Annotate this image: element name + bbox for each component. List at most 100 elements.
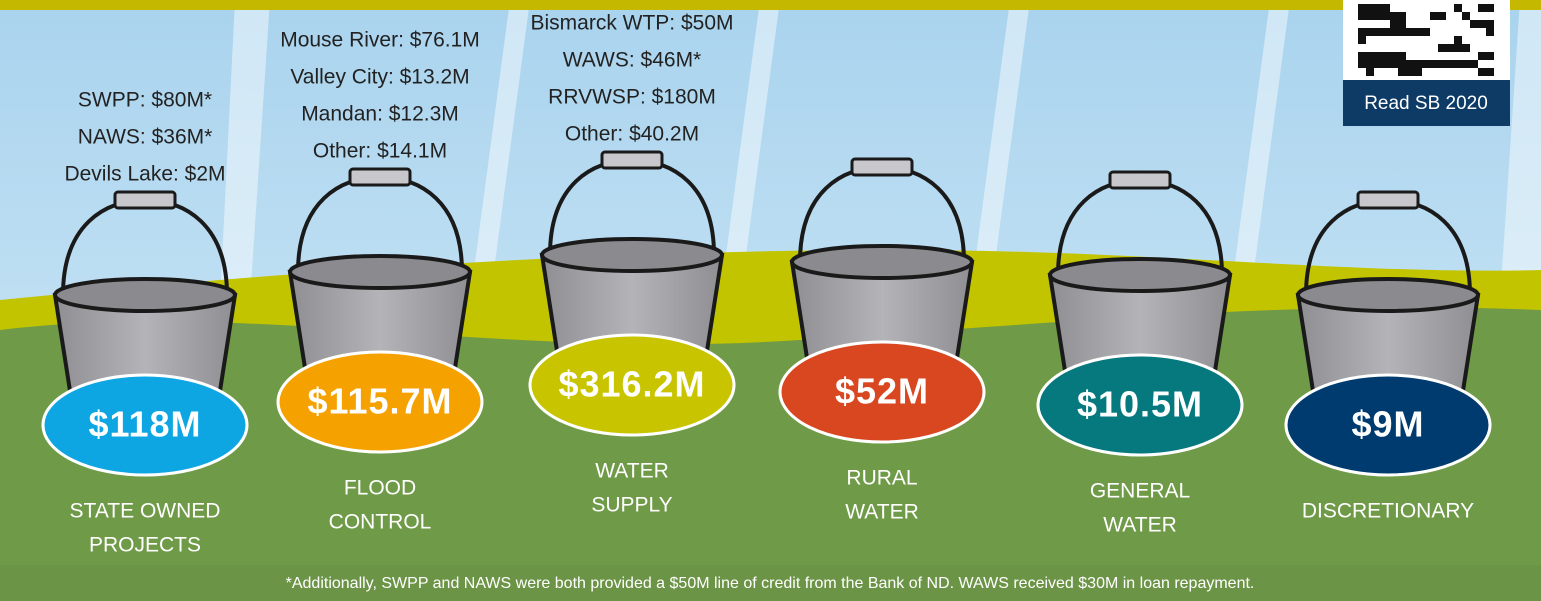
qr-cell bbox=[1438, 44, 1446, 52]
bucket-label: STATE OWNED bbox=[70, 500, 221, 523]
qr-cell bbox=[1470, 60, 1478, 68]
bucket-rim bbox=[1050, 259, 1230, 291]
bucket-item: NAWS: $36M* bbox=[78, 126, 213, 149]
qr-cell bbox=[1446, 60, 1454, 68]
bucket-rim bbox=[542, 239, 722, 271]
bucket-item: Devils Lake: $2M bbox=[64, 163, 225, 186]
qr-cell bbox=[1486, 20, 1494, 28]
bucket-rim bbox=[792, 246, 972, 278]
qr-cell bbox=[1398, 20, 1406, 28]
bucket-label: PROJECTS bbox=[89, 534, 201, 557]
qr-cell bbox=[1382, 12, 1390, 20]
qr-cell bbox=[1382, 52, 1390, 60]
qr-cell bbox=[1398, 60, 1406, 68]
bucket-rim bbox=[290, 256, 470, 288]
qr-cell bbox=[1390, 60, 1398, 68]
qr-cell bbox=[1462, 12, 1470, 20]
bucket-grip bbox=[115, 192, 175, 208]
qr-cell bbox=[1374, 28, 1382, 36]
qr-cell bbox=[1430, 12, 1438, 20]
read-button-label: Read SB 2020 bbox=[1364, 93, 1488, 114]
bucket-item: Other: $14.1M bbox=[313, 140, 447, 163]
bucket-grip bbox=[350, 169, 410, 185]
qr-cell bbox=[1478, 20, 1486, 28]
bucket-item: Bismarck WTP: $50M bbox=[530, 12, 733, 35]
qr-cell bbox=[1398, 12, 1406, 20]
qr-cell bbox=[1454, 4, 1462, 12]
qr-cell bbox=[1382, 28, 1390, 36]
qr-cell bbox=[1454, 60, 1462, 68]
bucket-label: FLOOD bbox=[344, 477, 416, 500]
bucket-grip bbox=[1358, 192, 1418, 208]
qr-cell bbox=[1374, 4, 1382, 12]
bucket-label: GENERAL bbox=[1090, 480, 1190, 503]
bucket-amount: $9M bbox=[1351, 404, 1424, 445]
bucket-amount: $316.2M bbox=[558, 364, 705, 405]
qr-cell bbox=[1358, 36, 1366, 44]
qr-cell bbox=[1382, 4, 1390, 12]
bucket-item: SWPP: $80M* bbox=[78, 89, 212, 112]
bucket-item: Other: $40.2M bbox=[565, 123, 699, 146]
bucket-rim bbox=[55, 279, 235, 311]
qr-cell bbox=[1390, 52, 1398, 60]
qr-cell bbox=[1358, 52, 1366, 60]
bucket-grip bbox=[602, 152, 662, 168]
qr-cell bbox=[1374, 12, 1382, 20]
qr-cell bbox=[1414, 68, 1422, 76]
qr-cell bbox=[1358, 60, 1366, 68]
qr-cell bbox=[1438, 60, 1446, 68]
qr-cell bbox=[1430, 60, 1438, 68]
qr-cell bbox=[1486, 28, 1494, 36]
qr-cell bbox=[1398, 52, 1406, 60]
bucket-label: WATER bbox=[1103, 514, 1177, 537]
bucket-item: Valley City: $13.2M bbox=[290, 66, 469, 89]
qr-cell bbox=[1358, 4, 1366, 12]
qr-cell bbox=[1390, 20, 1398, 28]
bucket-label: WATER bbox=[845, 501, 919, 524]
bucket-amount: $115.7M bbox=[307, 381, 452, 422]
bucket-grip bbox=[1110, 172, 1170, 188]
qr-code bbox=[1343, 0, 1510, 82]
qr-cell bbox=[1406, 28, 1414, 36]
qr-cell bbox=[1462, 44, 1470, 52]
qr-cell bbox=[1366, 68, 1374, 76]
qr-cell bbox=[1358, 28, 1366, 36]
qr-cell bbox=[1358, 12, 1366, 20]
qr-cell bbox=[1366, 52, 1374, 60]
qr-cell bbox=[1390, 28, 1398, 36]
bucket-label: CONTROL bbox=[329, 511, 432, 534]
qr-cell bbox=[1382, 60, 1390, 68]
bucket-label: DISCRETIONARY bbox=[1302, 500, 1474, 523]
qr-cell bbox=[1366, 4, 1374, 12]
bucket-amount: $52M bbox=[835, 371, 929, 412]
qr-cell bbox=[1398, 28, 1406, 36]
qr-cell bbox=[1446, 44, 1454, 52]
qr-cell bbox=[1486, 68, 1494, 76]
bucket-item: Mouse River: $76.1M bbox=[280, 29, 480, 52]
qr-cell bbox=[1486, 52, 1494, 60]
qr-cell bbox=[1454, 36, 1462, 44]
qr-cell bbox=[1366, 12, 1374, 20]
bucket-item: Mandan: $12.3M bbox=[301, 103, 459, 126]
infographic: *Additionally, SWPP and NAWS were both p… bbox=[0, 0, 1541, 601]
bucket-rim bbox=[1298, 279, 1478, 311]
bucket-item: RRVWSP: $180M bbox=[548, 86, 716, 109]
qr-cell bbox=[1374, 52, 1382, 60]
qr-cell bbox=[1406, 60, 1414, 68]
qr-cell bbox=[1390, 12, 1398, 20]
top-stripe bbox=[0, 0, 1541, 10]
qr-cell bbox=[1486, 4, 1494, 12]
page: {"header": {"button": "Read SB 2020"}, "… bbox=[0, 0, 1541, 601]
qr-cell bbox=[1462, 60, 1470, 68]
footnote: *Additionally, SWPP and NAWS were both p… bbox=[286, 575, 1255, 592]
qr-cell bbox=[1422, 28, 1430, 36]
bucket-grip bbox=[852, 159, 912, 175]
bucket-amount: $10.5M bbox=[1077, 384, 1203, 425]
bucket-amount: $118M bbox=[88, 404, 201, 445]
bucket-item: WAWS: $46M* bbox=[563, 49, 701, 72]
qr-cell bbox=[1478, 68, 1486, 76]
qr-cell bbox=[1406, 68, 1414, 76]
qr-cell bbox=[1478, 52, 1486, 60]
bucket-label: WATER bbox=[595, 460, 669, 483]
qr-cell bbox=[1454, 44, 1462, 52]
